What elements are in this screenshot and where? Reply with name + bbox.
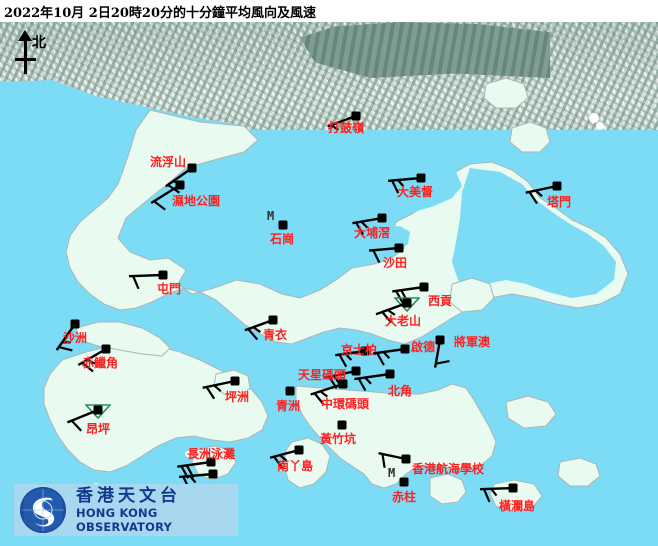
mainland-hills-texture	[300, 22, 550, 78]
station-dot	[417, 174, 425, 182]
station-dot	[420, 283, 428, 291]
station-label: 天星碼頭	[298, 368, 347, 382]
station-dot	[386, 370, 394, 378]
station-label: 屯門	[157, 282, 182, 296]
north-arrow: 北	[8, 30, 54, 78]
station-dot	[378, 214, 386, 222]
station-label: 黃竹坑	[320, 432, 357, 446]
station-label: 北角	[388, 384, 413, 398]
station-label: 啟德	[411, 340, 436, 354]
station-dot	[231, 377, 239, 385]
lantau-land	[43, 343, 269, 473]
calm-wind-marker: M	[267, 209, 275, 223]
station-dot	[403, 299, 411, 307]
station-dot	[188, 164, 196, 172]
station-label: 濕地公園	[172, 194, 221, 208]
station-label: 塔門	[547, 195, 572, 209]
station-label: 橫瀾島	[499, 499, 536, 513]
station-dot	[269, 316, 277, 324]
station-dot	[286, 387, 294, 395]
station-dot	[338, 421, 346, 429]
title-bar: 2022年10月 2日20時20分的十分鐘平均風向及風速	[0, 0, 658, 22]
north-label: 北	[32, 35, 46, 51]
hko-name-chinese: 香港天文台	[76, 485, 181, 506]
station-dot	[102, 345, 110, 353]
coastline-layer	[0, 77, 629, 513]
station-label: 青洲	[276, 399, 301, 413]
north-arrow-shaft	[24, 36, 27, 74]
station-dot	[436, 336, 444, 344]
hko-name-english: HONG KONG OBSERVATORY	[76, 505, 173, 534]
station-dot	[279, 221, 287, 229]
station-label: 青衣	[263, 328, 288, 342]
station-dot	[159, 271, 167, 279]
station-label: 赤鱲角	[82, 356, 119, 370]
hko-logo: 香港天文台 HONG KONG OBSERVATORY	[14, 484, 238, 536]
station-label: 長洲泳灘	[187, 447, 236, 461]
station-label: 大美督	[397, 185, 434, 199]
station-dot	[352, 112, 360, 120]
page-title: 2022年10月 2日20時20分的十分鐘平均風向及風速	[4, 6, 317, 21]
station-label: 沙洲	[63, 331, 88, 345]
station-label: 流浮山	[150, 155, 187, 169]
station-dot	[71, 320, 79, 328]
north-arrow-cross	[15, 58, 36, 61]
station-label: 昂坪	[86, 422, 111, 436]
hko-logo-icon	[18, 485, 68, 535]
hko-logo-text: 香港天文台 HONG KONG OBSERVATORY	[76, 485, 238, 534]
tolo-harbour-water	[358, 168, 462, 228]
station-dot	[395, 244, 403, 252]
station-label: 南丫島	[277, 459, 314, 473]
station-label: 將軍澳	[454, 335, 491, 349]
calm-wind-marker: M	[388, 466, 396, 480]
station-label: 大埔滘	[354, 226, 391, 240]
station-dot	[295, 446, 303, 454]
station-dot	[401, 345, 409, 353]
station-label: 沙田	[383, 256, 408, 270]
wind-map: 北 打鼓嶺流浮山濕地公園 M 石崗 大美督塔門大埔滘沙田屯門西貢 大老山沙洲赤鱲角 青衣將…	[0, 22, 658, 546]
station-label: 大老山	[385, 314, 422, 328]
mirs-bay-water	[452, 168, 616, 298]
chek-lap-kok-land	[75, 321, 171, 357]
north-arrow-head	[18, 30, 32, 41]
hk-island-land	[295, 383, 497, 489]
station-label: 打鼓嶺	[328, 121, 365, 135]
station-dot	[176, 181, 184, 189]
station-dot	[339, 380, 347, 388]
station-label: 香港航海學校	[412, 462, 485, 476]
station-dot	[509, 484, 517, 492]
station-label: 京士柏	[341, 343, 378, 357]
station-label: 赤柱	[392, 490, 417, 504]
station-label: 中環碼頭	[321, 397, 370, 411]
deep-bay-water	[0, 80, 248, 202]
station-label: 西貢	[428, 294, 453, 308]
station-dot	[94, 406, 102, 414]
station-dot	[209, 470, 217, 478]
station-label: 石崗	[270, 232, 295, 246]
station-dot	[402, 455, 410, 463]
station-dot	[553, 182, 561, 190]
station-dot	[400, 478, 408, 486]
outlying-islands	[191, 77, 601, 513]
station-label: 坪洲	[225, 390, 250, 404]
station-dot	[352, 367, 360, 375]
